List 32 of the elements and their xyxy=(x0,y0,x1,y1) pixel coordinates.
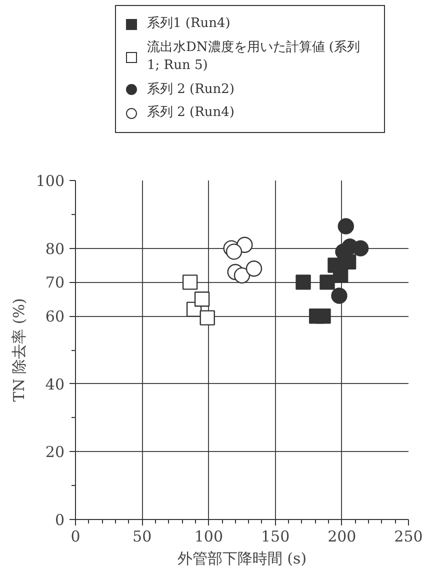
y-axis-title: TN 除去率 (%) xyxy=(10,298,28,402)
y-tick-label: 60 xyxy=(45,308,65,326)
x-tick-label: 150 xyxy=(260,528,290,546)
x-tick-label: 100 xyxy=(194,528,224,546)
y-tick-label: 20 xyxy=(45,443,65,462)
point xyxy=(320,274,335,290)
y-tick-label: 100 xyxy=(36,172,65,190)
y-tick-label: 80 xyxy=(45,240,65,258)
point xyxy=(332,268,348,284)
legend-label: 流出水DN濃度を用いた計算値 (系列 1; Run 5) xyxy=(147,38,362,76)
legend-label: 系列1 (Run4) xyxy=(147,15,230,33)
point xyxy=(182,274,198,290)
legend-label: 系列 2 (Run4) xyxy=(147,104,234,122)
y-tick-label: 0 xyxy=(54,511,65,529)
x-tick-label: 200 xyxy=(328,528,356,546)
point xyxy=(331,288,348,304)
point xyxy=(352,240,369,256)
point xyxy=(194,292,210,307)
legend-label: 系列 2 (Run2) xyxy=(147,80,234,99)
point xyxy=(316,308,331,324)
x-tick-label: 250 xyxy=(394,528,423,546)
point xyxy=(246,260,262,277)
point xyxy=(338,218,354,234)
y-tick-label: 70 xyxy=(45,274,65,292)
x-tick-label: 0 xyxy=(70,528,80,546)
point xyxy=(234,267,250,284)
x-axis-title: 外管部下降時間 (s) xyxy=(177,550,307,568)
point xyxy=(200,310,215,326)
point xyxy=(296,274,311,290)
x-tick-label: 50 xyxy=(132,528,152,546)
point xyxy=(226,244,242,260)
y-tick-label: 40 xyxy=(45,375,65,394)
